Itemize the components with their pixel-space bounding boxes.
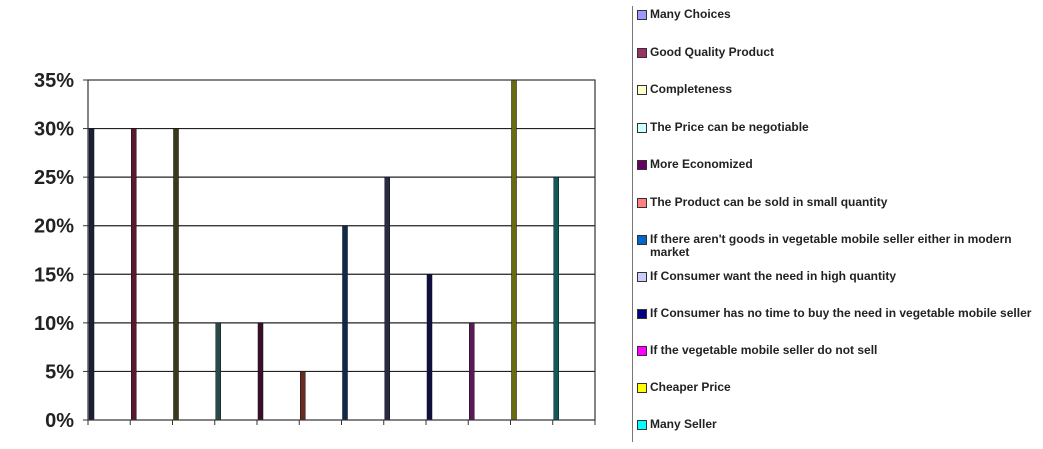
legend-item: If Consumer want the need in high quanti… xyxy=(637,270,1035,283)
legend-label: More Economized xyxy=(650,157,753,171)
legend-label: Cheaper Price xyxy=(650,380,731,394)
y-tick-label: 10% xyxy=(34,313,74,335)
legend-label: If Consumer has no time to buy the need … xyxy=(650,306,1032,320)
legend-item: The Product can be sold in small quantit… xyxy=(637,196,1035,209)
legend-swatch xyxy=(637,235,647,245)
y-tick-label: 5% xyxy=(45,361,74,383)
legend-swatch xyxy=(637,309,647,319)
legend-item: Many Seller xyxy=(637,418,1035,431)
legend-swatch xyxy=(637,10,647,20)
bar xyxy=(553,176,559,421)
gridlines xyxy=(88,127,595,373)
bar xyxy=(469,322,475,421)
bar xyxy=(384,176,390,421)
legend-label: The Product can be sold in small quantit… xyxy=(650,195,888,209)
legend-label: If the vegetable mobile seller do not se… xyxy=(650,343,878,357)
legend-item: More Economized xyxy=(637,158,1035,171)
bar xyxy=(300,371,306,421)
legend-label: If Consumer want the need in high quanti… xyxy=(650,269,897,283)
y-tick-labels: 0% 5% 10% 15% 20% 25% 30% 35% xyxy=(34,70,74,432)
legend-label: Completeness xyxy=(650,82,733,96)
legend-label: Many Seller xyxy=(650,417,717,431)
plot-area-frame xyxy=(87,79,596,421)
legend-item: The Price can be negotiable xyxy=(637,121,1035,134)
legend-label: The Price can be negotiable xyxy=(650,120,809,134)
legend-swatch xyxy=(637,85,647,95)
bar xyxy=(131,128,137,421)
legend: Many Choices Good Quality Product Complete… xyxy=(632,6,1038,442)
bar xyxy=(257,322,264,421)
legend-item: Good Quality Product xyxy=(637,46,1035,59)
legend-item: Cheaper Price xyxy=(637,381,1035,394)
bar xyxy=(511,79,517,421)
legend-label: Good Quality Product xyxy=(650,45,775,59)
y-tick-label: 20% xyxy=(34,216,74,238)
legend-item: Completeness xyxy=(637,83,1035,96)
y-tick-label: 30% xyxy=(34,119,74,141)
legend-swatch xyxy=(637,272,647,282)
bar xyxy=(88,128,95,421)
legend-swatch xyxy=(637,383,647,393)
bar xyxy=(173,128,179,421)
bar xyxy=(215,322,221,421)
legend-item: If the vegetable mobile seller do not se… xyxy=(637,344,1035,357)
y-tick-label: 15% xyxy=(34,264,74,286)
bar xyxy=(426,274,433,421)
legend-item: Many Choices xyxy=(637,8,1035,21)
axes xyxy=(83,79,596,425)
y-tick-label: 35% xyxy=(34,70,74,92)
bar xyxy=(342,225,348,421)
y-tick-label: 0% xyxy=(45,410,74,432)
legend-swatch xyxy=(637,48,647,58)
bars xyxy=(88,79,559,421)
legend-swatch xyxy=(637,346,647,356)
legend-swatch xyxy=(637,198,647,208)
y-tick-label: 25% xyxy=(34,167,74,189)
legend-swatch xyxy=(637,420,647,430)
legend-swatch xyxy=(637,160,647,170)
legend-item: If Consumer has no time to buy the need … xyxy=(637,307,1035,320)
legend-label: Many Choices xyxy=(650,7,731,21)
legend-item: If there aren't goods in vegetable mobil… xyxy=(637,233,1035,259)
legend-label: If there aren't goods in vegetable mobil… xyxy=(650,232,1012,259)
legend-swatch xyxy=(637,123,647,133)
